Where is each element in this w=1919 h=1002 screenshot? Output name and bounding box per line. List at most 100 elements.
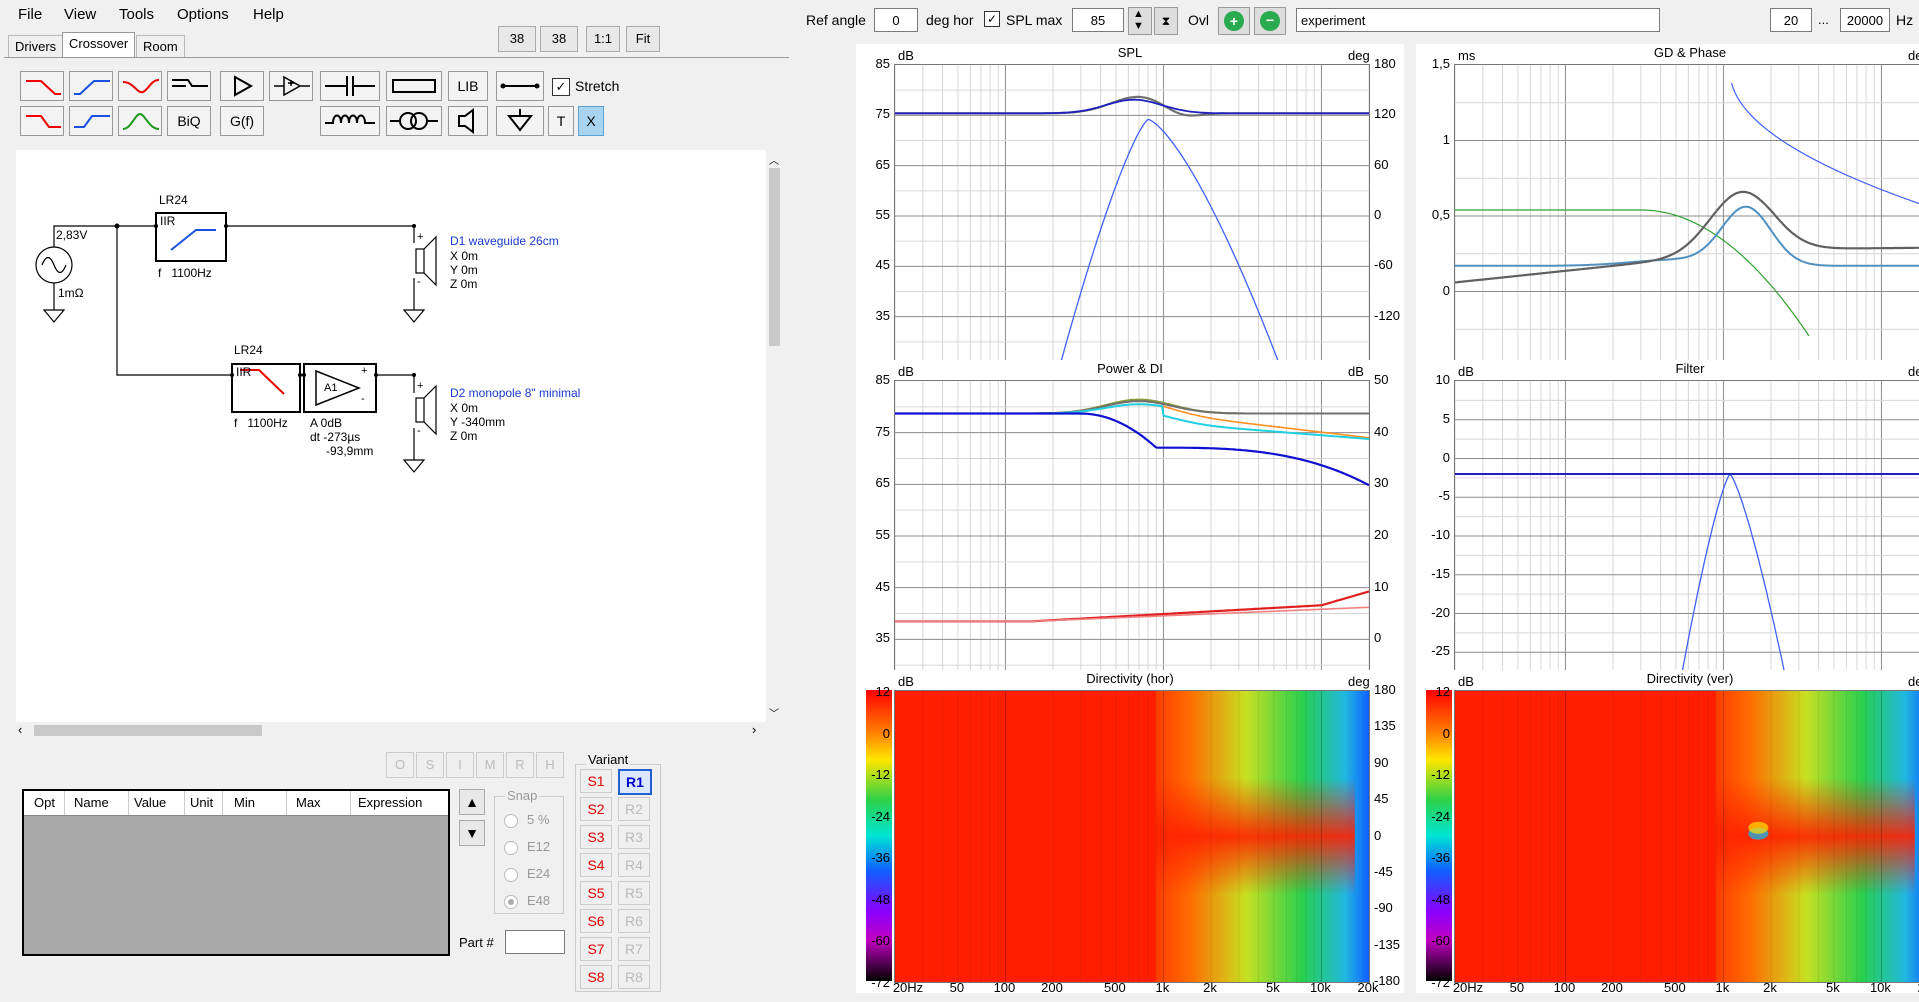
buffer-tool[interactable]: [220, 71, 264, 101]
scroll-down-icon[interactable]: ﹀: [769, 705, 779, 720]
plot-area[interactable]: [1454, 64, 1919, 368]
wire-tool[interactable]: [496, 71, 544, 101]
amp-tool[interactable]: [269, 71, 313, 101]
spl-max-checkbox[interactable]: ✓: [984, 11, 1000, 27]
col-value[interactable]: Value: [134, 795, 166, 810]
resistor-tool[interactable]: [386, 71, 442, 101]
variant-r4-button[interactable]: R4: [618, 853, 650, 877]
add-overlay-button[interactable]: +: [1218, 7, 1250, 35]
freq-to-input[interactable]: 20000: [1840, 8, 1890, 32]
move-up-button[interactable]: ▲: [459, 789, 485, 815]
opt-h-button[interactable]: H: [536, 752, 564, 778]
opt-o-button[interactable]: O: [386, 752, 414, 778]
overlay-name-input[interactable]: experiment: [1296, 8, 1660, 32]
variant-r8-button[interactable]: R8: [618, 965, 650, 989]
highpass-blue-tool[interactable]: [69, 71, 113, 101]
capacitor-tool[interactable]: [320, 71, 380, 101]
menu-tools[interactable]: Tools: [119, 6, 154, 23]
snap-e48-radio[interactable]: [504, 895, 518, 909]
variant-s4-button[interactable]: S4: [580, 853, 612, 877]
gf-button[interactable]: G(f): [220, 106, 264, 136]
menu-view[interactable]: View: [64, 6, 96, 23]
tab-drivers[interactable]: Drivers: [8, 35, 63, 58]
scroll-right-icon[interactable]: ›: [752, 722, 756, 737]
variant-s8-button[interactable]: S8: [580, 965, 612, 989]
driver1-name[interactable]: D1 waveguide 26cm: [450, 234, 559, 248]
opt-s-button[interactable]: S: [416, 752, 444, 778]
variant-s3-button[interactable]: S3: [580, 825, 612, 849]
canvas-vertical-scrollbar[interactable]: ︿ ﹀: [766, 150, 783, 722]
menu-options[interactable]: Options: [177, 6, 229, 23]
plot-area[interactable]: [894, 690, 1370, 983]
variant-r3-button[interactable]: R3: [618, 825, 650, 849]
plot-area[interactable]: [1454, 690, 1919, 983]
plot-area[interactable]: [894, 380, 1370, 692]
transformer-tool[interactable]: [386, 106, 442, 136]
schematic-canvas[interactable]: + - + - + - 2,83V 1mΩ LR24 IIR f 1100Hz …: [16, 150, 766, 722]
speaker-tool[interactable]: [448, 106, 488, 136]
variant-s7-button[interactable]: S7: [580, 937, 612, 961]
opt-i-button[interactable]: I: [446, 752, 474, 778]
ref-angle-input[interactable]: 0: [874, 8, 918, 32]
filter1-block[interactable]: IIR: [160, 214, 175, 228]
opt-r-button[interactable]: R: [506, 752, 534, 778]
ground-tool[interactable]: [496, 106, 544, 136]
horizontal-scroll-thumb[interactable]: [34, 725, 262, 736]
scroll-left-icon[interactable]: ‹: [18, 722, 22, 737]
vertical-scroll-thumb[interactable]: [769, 168, 780, 346]
x-toggle[interactable]: X: [578, 106, 604, 136]
tab-crossover[interactable]: Crossover: [62, 32, 135, 58]
snap-5pct-radio[interactable]: [504, 814, 518, 828]
highpass2-blue-tool[interactable]: [69, 106, 113, 136]
menu-file[interactable]: File: [18, 6, 42, 23]
variant-s5-button[interactable]: S5: [580, 881, 612, 905]
inductor-tool[interactable]: [320, 106, 380, 136]
scroll-up-icon[interactable]: ︿: [769, 152, 779, 167]
library-button[interactable]: LIB: [448, 71, 488, 101]
col-opt[interactable]: Opt: [34, 795, 55, 810]
lowpass-red-tool[interactable]: [20, 71, 64, 101]
bandpass-green-tool[interactable]: [118, 106, 162, 136]
part-number-input[interactable]: [505, 930, 565, 954]
filter2-type[interactable]: LR24: [234, 343, 263, 357]
col-name[interactable]: Name: [74, 795, 109, 810]
variant-r2-button[interactable]: R2: [618, 797, 650, 821]
variant-s1-button[interactable]: S1: [580, 769, 612, 793]
col-min[interactable]: Min: [234, 795, 255, 810]
spl-spin-button[interactable]: ▲ ▼: [1128, 7, 1152, 35]
text-tool[interactable]: T: [548, 106, 574, 136]
amp-block-label[interactable]: A1: [324, 382, 337, 394]
lowpass2-red-tool[interactable]: [20, 106, 64, 136]
filter2-block[interactable]: IIR: [236, 365, 251, 379]
gd-plot[interactable]: GD & Phasemsdeg1,510,50-0,5900-90-18020H…: [1416, 44, 1919, 378]
spl-auto-button[interactable]: ⧗: [1154, 7, 1178, 35]
delay-tool[interactable]: [167, 71, 211, 101]
freq-from-input[interactable]: 20: [1770, 8, 1812, 32]
dir-ver-plot[interactable]: Directivity (ver)dBdeg120-12-24-36-48-60…: [1416, 670, 1919, 993]
menu-help[interactable]: Help: [253, 6, 284, 23]
canvas-horizontal-scrollbar[interactable]: ‹ ›: [16, 722, 766, 739]
move-down-button[interactable]: ▼: [459, 820, 485, 846]
zoom-1to1-button[interactable]: 1:1: [586, 26, 620, 52]
variant-r7-button[interactable]: R7: [618, 937, 650, 961]
variant-s2-button[interactable]: S2: [580, 797, 612, 821]
fit-button[interactable]: Fit: [626, 26, 660, 52]
biquad-button[interactable]: BiQ: [167, 106, 211, 136]
plot-area[interactable]: [1454, 380, 1919, 692]
variant-s6-button[interactable]: S6: [580, 909, 612, 933]
tab-room[interactable]: Room: [136, 35, 185, 58]
opt-m-button[interactable]: M: [476, 752, 504, 778]
variant-r5-button[interactable]: R5: [618, 881, 650, 905]
snap-e24-radio[interactable]: [504, 868, 518, 882]
filter-plot[interactable]: FilterdBdeg1050-5-10-15-20-25-3018013590…: [1416, 360, 1919, 702]
variant-r1-button[interactable]: R1: [618, 769, 652, 795]
peak-red-tool[interactable]: [118, 71, 162, 101]
optimizer-grid[interactable]: Opt Name Value Unit Min Max Expression: [22, 789, 450, 956]
filter1-type[interactable]: LR24: [159, 193, 188, 207]
stretch-checkbox[interactable]: ✓: [552, 78, 570, 96]
power-plot[interactable]: Power & DIdBdB8575655545352550403020100-…: [856, 360, 1404, 702]
spl-plot[interactable]: SPLdBdeg85756555453525180120600-60-120-1…: [856, 44, 1404, 378]
variant-r6-button[interactable]: R6: [618, 909, 650, 933]
col-unit[interactable]: Unit: [190, 795, 213, 810]
